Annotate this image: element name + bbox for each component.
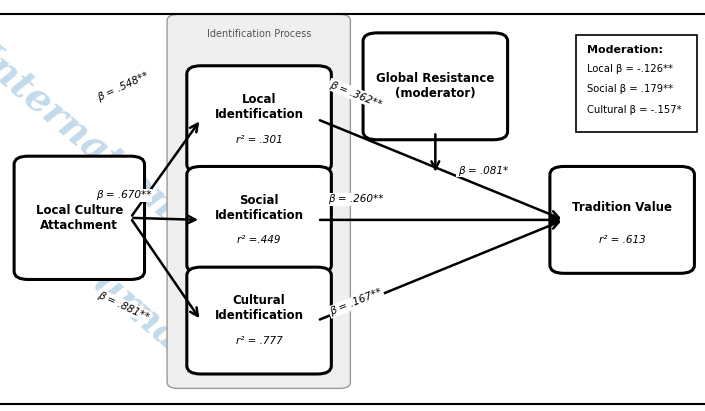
Text: Cultural β = -.157*: Cultural β = -.157*	[587, 105, 681, 115]
Text: β = .260**: β = .260**	[329, 194, 384, 204]
Text: Social
Identification: Social Identification	[214, 194, 304, 222]
Text: Local β = -.126**: Local β = -.126**	[587, 64, 673, 74]
Text: β = .362**: β = .362**	[329, 79, 384, 110]
Text: Journal: Journal	[53, 229, 201, 363]
FancyBboxPatch shape	[187, 66, 331, 173]
FancyBboxPatch shape	[576, 35, 697, 132]
Text: r² = .613: r² = .613	[599, 236, 646, 245]
Text: Cultural
Identification: Cultural Identification	[214, 294, 304, 322]
Text: β = .881**: β = .881**	[96, 290, 151, 323]
Text: Local Culture
Attachment: Local Culture Attachment	[36, 204, 123, 232]
FancyBboxPatch shape	[363, 33, 508, 140]
Text: β = .081*: β = .081*	[458, 166, 508, 175]
Text: Local
Identification: Local Identification	[214, 93, 304, 121]
Text: Global Resistance
(moderator): Global Resistance (moderator)	[376, 72, 494, 100]
Text: Identification Process: Identification Process	[207, 29, 311, 39]
Text: r² = .777: r² = .777	[235, 336, 283, 346]
Text: β = .548**: β = .548**	[96, 70, 151, 103]
Text: β = .670**: β = .670**	[96, 190, 151, 200]
FancyBboxPatch shape	[550, 166, 694, 273]
FancyBboxPatch shape	[167, 14, 350, 388]
Text: r² = .301: r² = .301	[235, 135, 283, 145]
FancyBboxPatch shape	[187, 267, 331, 374]
Text: Moderation:: Moderation:	[587, 45, 663, 55]
FancyBboxPatch shape	[187, 166, 331, 273]
Text: β = .167**: β = .167**	[329, 287, 384, 317]
Text: International: International	[0, 36, 215, 252]
Text: Tradition Value: Tradition Value	[572, 201, 672, 214]
Text: r² =.449: r² =.449	[238, 236, 281, 245]
Text: Social β = .179**: Social β = .179**	[587, 84, 673, 94]
FancyBboxPatch shape	[14, 156, 145, 279]
